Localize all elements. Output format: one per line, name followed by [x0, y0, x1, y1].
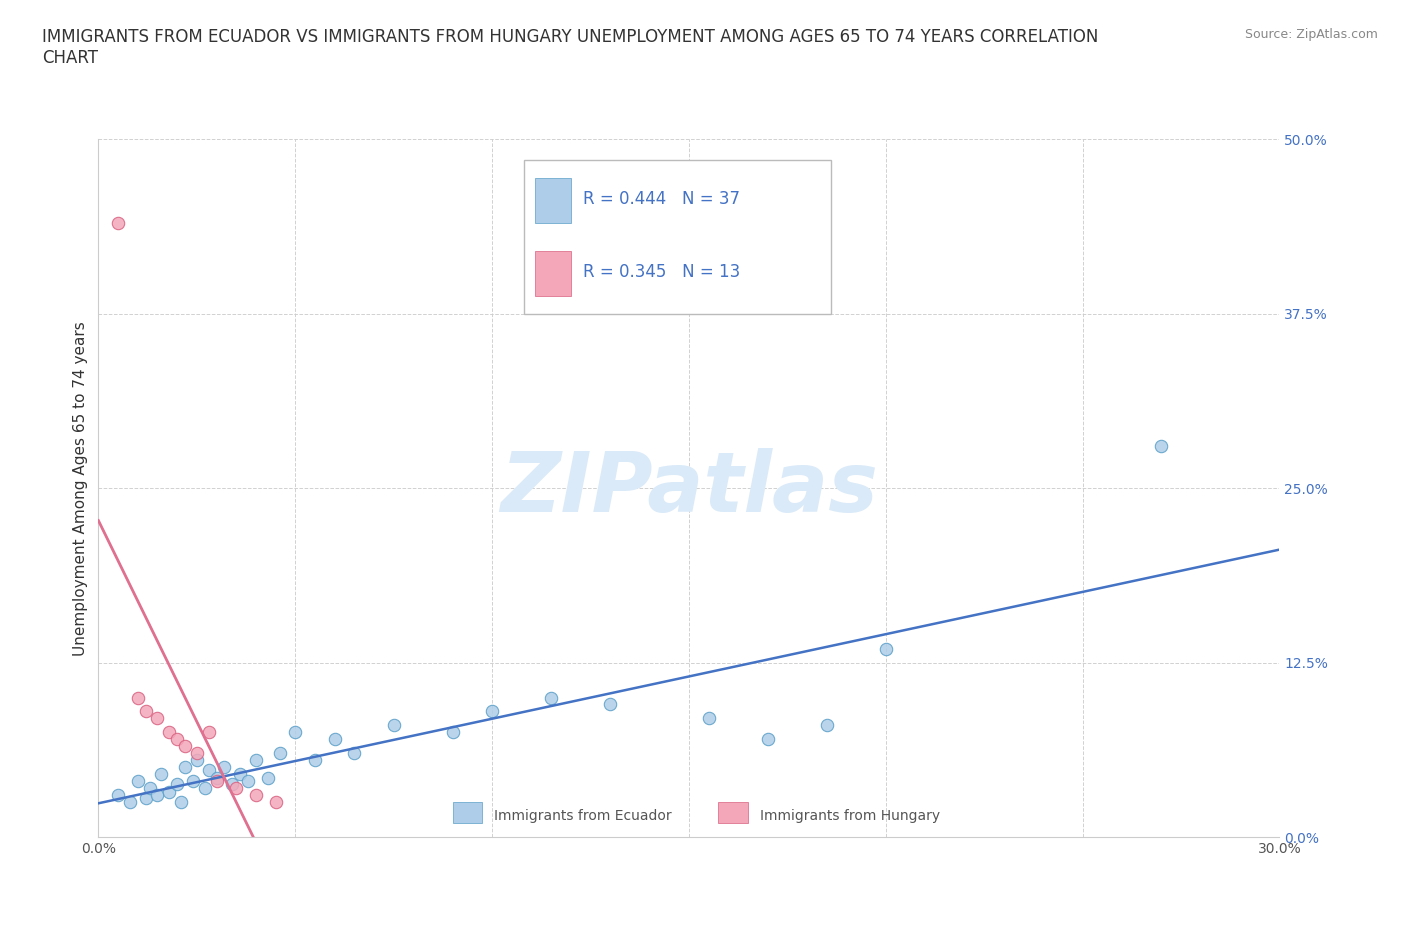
Point: [107, 788, 129, 803]
Point: [323, 732, 346, 747]
Point: [540, 690, 562, 705]
Point: [118, 794, 141, 809]
Text: ZIPatlas: ZIPatlas: [501, 447, 877, 529]
Text: Source: ZipAtlas.com: Source: ZipAtlas.com: [1244, 28, 1378, 41]
Point: [205, 774, 228, 789]
Text: IMMIGRANTS FROM ECUADOR VS IMMIGRANTS FROM HUNGARY UNEMPLOYMENT AMONG AGES 65 TO: IMMIGRANTS FROM ECUADOR VS IMMIGRANTS FR…: [42, 28, 1098, 67]
Point: [304, 753, 326, 768]
Point: [229, 766, 252, 781]
Point: [256, 771, 278, 786]
Point: [245, 753, 267, 768]
Point: [214, 760, 236, 775]
Point: [1150, 439, 1173, 454]
Point: [194, 781, 217, 796]
Point: [170, 794, 193, 809]
Text: Immigrants from Ecuador: Immigrants from Ecuador: [494, 809, 672, 823]
Point: [264, 794, 287, 809]
Point: [146, 788, 169, 803]
Point: [174, 760, 197, 775]
Point: [225, 781, 247, 796]
Point: [138, 781, 160, 796]
Point: [441, 725, 464, 740]
Point: [481, 704, 503, 719]
Point: [135, 790, 157, 805]
Point: [186, 753, 208, 768]
Point: [343, 746, 366, 761]
Point: [166, 777, 188, 791]
Point: [197, 763, 219, 777]
Point: [166, 732, 188, 747]
FancyBboxPatch shape: [718, 802, 748, 823]
Point: [756, 732, 779, 747]
Point: [599, 698, 621, 712]
Point: [157, 725, 180, 740]
Point: [697, 711, 720, 725]
FancyBboxPatch shape: [536, 178, 571, 223]
FancyBboxPatch shape: [536, 251, 571, 297]
Text: Immigrants from Hungary: Immigrants from Hungary: [759, 809, 941, 823]
Point: [127, 774, 149, 789]
Point: [157, 785, 180, 800]
Point: [269, 746, 291, 761]
Point: [181, 774, 204, 789]
Point: [197, 725, 219, 740]
FancyBboxPatch shape: [523, 161, 831, 314]
Point: [236, 774, 259, 789]
Point: [135, 704, 157, 719]
Point: [205, 771, 228, 786]
Point: [107, 216, 129, 231]
Point: [146, 711, 169, 725]
Point: [186, 746, 208, 761]
Point: [245, 788, 267, 803]
Text: R = 0.345   N = 13: R = 0.345 N = 13: [582, 263, 740, 281]
Point: [382, 718, 405, 733]
Text: R = 0.444   N = 37: R = 0.444 N = 37: [582, 190, 740, 207]
Point: [221, 777, 243, 791]
Point: [875, 642, 897, 657]
FancyBboxPatch shape: [453, 802, 482, 823]
Point: [284, 725, 307, 740]
Point: [815, 718, 838, 733]
Point: [150, 766, 173, 781]
Y-axis label: Unemployment Among Ages 65 to 74 years: Unemployment Among Ages 65 to 74 years: [73, 321, 89, 656]
Point: [127, 690, 149, 705]
Point: [174, 738, 197, 753]
